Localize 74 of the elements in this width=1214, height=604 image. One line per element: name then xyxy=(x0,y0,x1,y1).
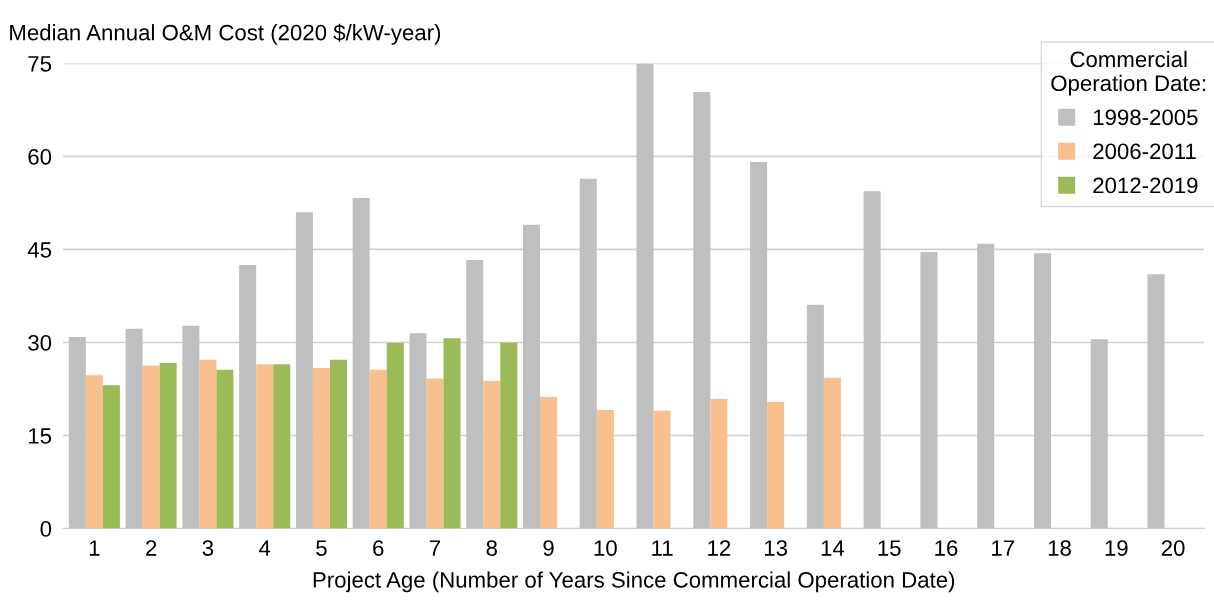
legend-title: Commercial Operation Date: xyxy=(1051,50,1206,96)
bar xyxy=(159,362,177,529)
x-axis-title: Project Age (Number of Years Since Commercial Operation Date) xyxy=(313,571,955,593)
bar xyxy=(1090,339,1108,529)
bar xyxy=(1033,253,1051,529)
bar xyxy=(710,398,728,529)
x-tick-label: 17 xyxy=(992,540,1014,556)
bar xyxy=(750,162,768,529)
y-tick-label: 0 xyxy=(40,521,52,537)
legend-label: 2012-2019 xyxy=(1093,177,1198,194)
bar xyxy=(216,369,234,529)
x-tick-label: 4 xyxy=(259,540,271,556)
bar xyxy=(920,251,938,529)
bar xyxy=(273,364,291,529)
bar xyxy=(863,191,881,529)
bar xyxy=(409,333,427,529)
bar xyxy=(767,402,785,529)
bar xyxy=(579,178,597,529)
bar xyxy=(426,378,444,529)
bar xyxy=(977,243,995,529)
bar xyxy=(142,365,160,529)
x-tick-label: 6 xyxy=(373,540,384,556)
bar xyxy=(125,328,143,529)
bar xyxy=(352,197,370,529)
y-tick-label: 45 xyxy=(27,242,52,258)
y-tick-label: 60 xyxy=(28,148,52,165)
bar xyxy=(483,380,501,529)
bar xyxy=(386,343,404,529)
bar xyxy=(596,410,614,529)
x-tick-label: 11 xyxy=(652,540,673,556)
y-tick-label: 15 xyxy=(29,428,52,444)
x-tick-label: 7 xyxy=(429,540,441,556)
x-tick-label: 19 xyxy=(1105,540,1128,556)
bar xyxy=(85,375,103,529)
x-tick-label: 5 xyxy=(316,540,327,556)
bar xyxy=(182,325,200,529)
bar xyxy=(823,377,841,529)
bar xyxy=(199,359,217,529)
bar xyxy=(443,338,461,529)
bar xyxy=(239,264,257,529)
x-tick-label: 20 xyxy=(1161,540,1185,556)
bar xyxy=(256,364,274,529)
x-tick-label: 3 xyxy=(202,540,214,556)
x-tick-label: 12 xyxy=(708,540,731,556)
bar xyxy=(500,342,518,529)
bar xyxy=(329,359,347,529)
x-tick-label: 8 xyxy=(486,540,497,556)
bar xyxy=(102,385,120,529)
bar xyxy=(1147,274,1165,529)
bar xyxy=(636,63,654,529)
bar xyxy=(523,224,541,529)
bar xyxy=(466,259,484,529)
x-tick-label: 1 xyxy=(89,540,100,556)
legend-label: 2006-2011 xyxy=(1093,143,1196,160)
bar xyxy=(68,336,86,529)
bar xyxy=(369,369,387,529)
x-tick-label: 10 xyxy=(594,540,617,556)
x-tick-label: 18 xyxy=(1048,540,1071,556)
x-tick-label: 14 xyxy=(821,540,845,556)
bar xyxy=(540,397,558,529)
x-tick-label: 16 xyxy=(935,540,958,556)
bar xyxy=(693,91,711,529)
bar xyxy=(312,367,330,529)
y-axis-title: Median Annual O&M Cost (2020 $/kW-year) xyxy=(10,23,441,45)
legend-label: 1998-2005 xyxy=(1093,109,1198,126)
x-tick-label: 9 xyxy=(543,540,554,556)
y-tick-label: 30 xyxy=(28,335,52,351)
bar xyxy=(806,304,824,529)
bar xyxy=(653,410,671,529)
x-tick-label: 13 xyxy=(764,540,788,556)
y-tick-label: 75 xyxy=(28,56,52,72)
bar xyxy=(295,212,313,529)
x-tick-label: 2 xyxy=(146,540,157,556)
x-tick-label: 15 xyxy=(878,540,901,556)
